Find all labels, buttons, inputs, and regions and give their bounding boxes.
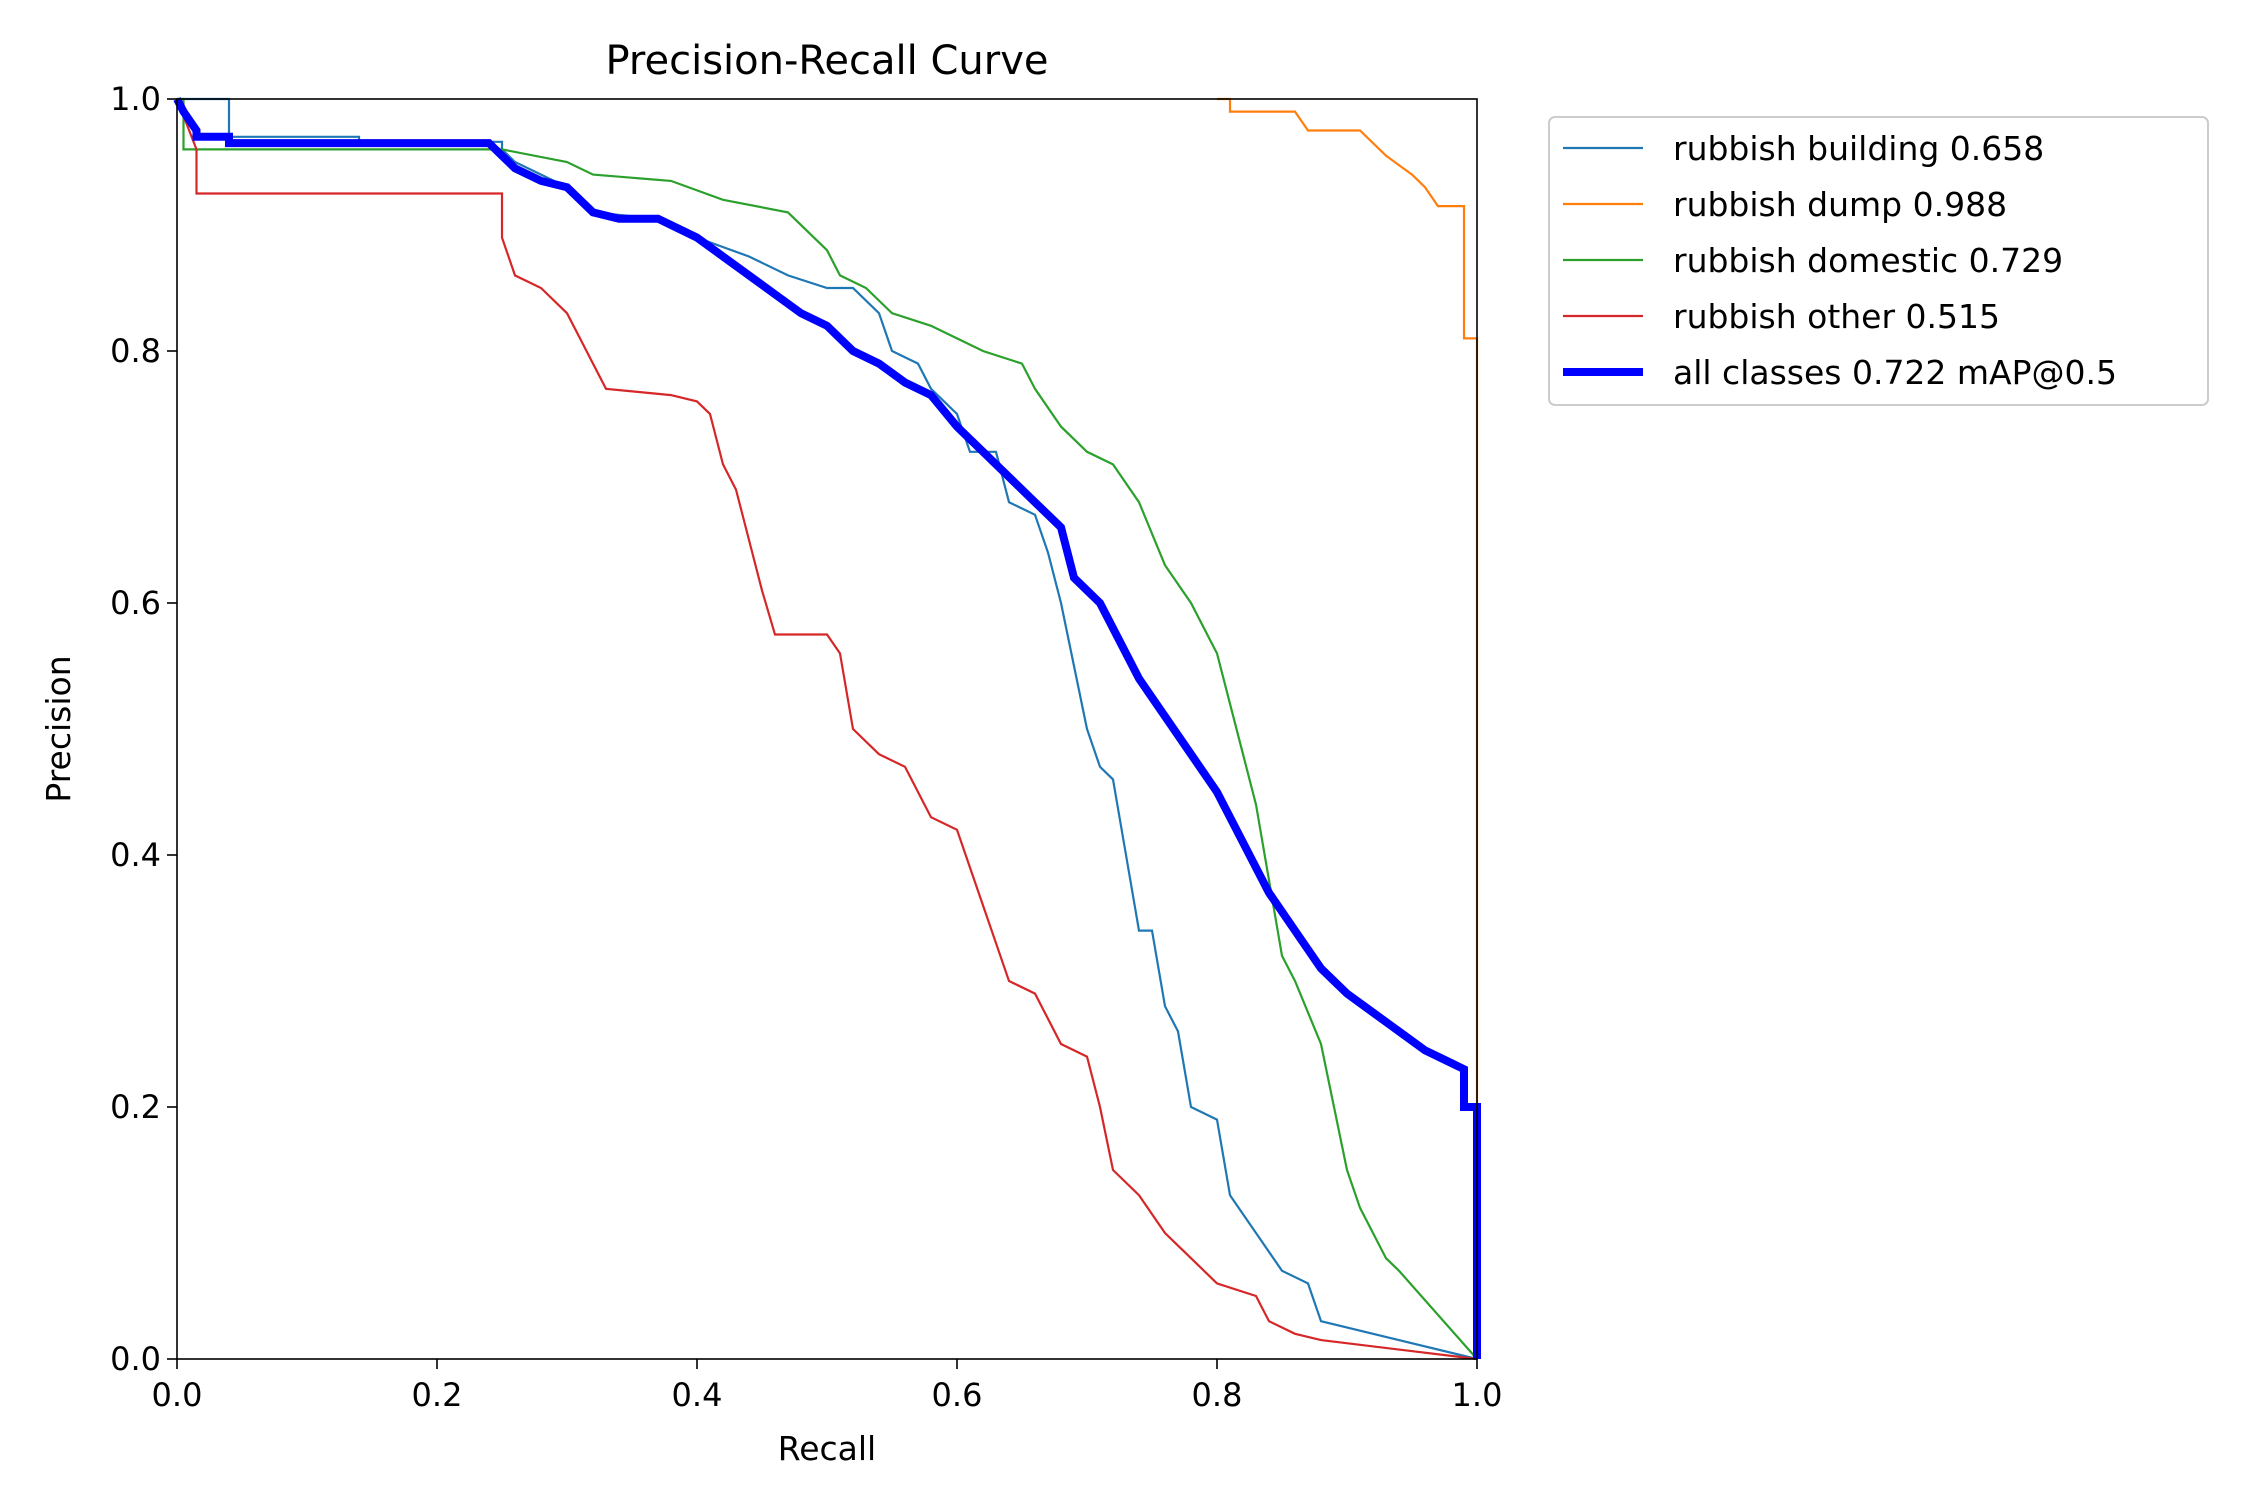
legend-frame — [1548, 116, 2209, 406]
x-axis-ticks: 0.0 0.2 0.4 0.6 0.8 1.0 — [152, 1359, 1503, 1414]
x-tick-label: 0.2 — [412, 1376, 463, 1414]
y-tick-label: 0.8 — [110, 332, 161, 370]
y-tick-label: 0.4 — [110, 836, 161, 874]
x-tick-label: 0.0 — [152, 1376, 203, 1414]
legend-label-rubbish-dump: rubbish dump 0.988 — [1673, 185, 2007, 224]
x-tick-label: 0.8 — [1192, 1376, 1243, 1414]
y-axis-ticks: 0.0 0.2 0.4 0.6 0.8 1.0 — [110, 80, 177, 1378]
series-line-rubbish-dump — [1217, 97, 1479, 1359]
y-tick-label: 0.0 — [110, 1340, 161, 1378]
legend: rubbish building 0.658 rubbish dump 0.988… — [1548, 116, 2209, 406]
series-line-rubbish-domestic — [177, 97, 1478, 1360]
y-tick-label: 0.2 — [110, 1088, 161, 1126]
legend-label-rubbish-domestic: rubbish domestic 0.729 — [1673, 241, 2063, 280]
x-tick-label: 0.6 — [932, 1376, 983, 1414]
y-tick-label: 0.6 — [110, 584, 161, 622]
series-line-all-classes — [173, 97, 1481, 1359]
series-layer — [173, 97, 1481, 1361]
x-axis-label: Recall — [778, 1429, 876, 1468]
plot-area-frame — [176, 98, 1478, 1360]
x-tick-label: 0.4 — [672, 1376, 723, 1414]
y-tick-label: 1.0 — [110, 80, 161, 118]
legend-label-all-classes: all classes 0.722 mAP@0.5 — [1673, 353, 2117, 392]
x-tick-label: 1.0 — [1452, 1376, 1503, 1414]
y-axis-label: Precision — [39, 655, 78, 802]
series-line-rubbish-other — [175, 98, 1478, 1361]
legend-items: rubbish building 0.658 rubbish dump 0.988… — [1563, 129, 2117, 392]
chart-title: Precision-Recall Curve — [606, 38, 1049, 84]
legend-label-rubbish-building: rubbish building 0.658 — [1673, 129, 2044, 168]
legend-label-rubbish-other: rubbish other 0.515 — [1673, 297, 2000, 336]
